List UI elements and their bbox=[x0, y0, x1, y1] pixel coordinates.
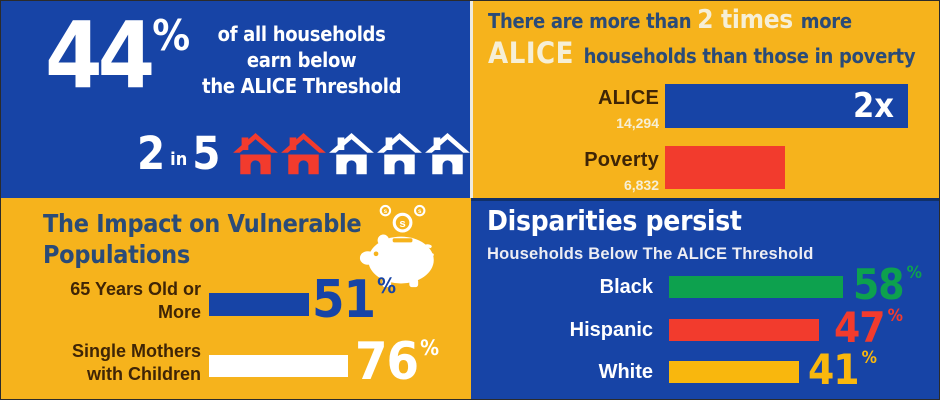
white-label: White bbox=[598, 361, 653, 383]
white-percent: 41 % bbox=[808, 349, 877, 391]
title-segment: more bbox=[800, 9, 852, 33]
piggy-bank-icon: s s s bbox=[359, 204, 434, 288]
ratio-pictograph: 2 in 5 bbox=[137, 127, 471, 181]
hispanic-percent: 47 % bbox=[834, 307, 903, 349]
ratio-numerator: 2 bbox=[137, 127, 166, 181]
hispanic-label: Hispanic bbox=[569, 319, 653, 341]
single-mothers-label-line1: Single Mothers bbox=[71, 341, 201, 361]
house-icon bbox=[377, 133, 423, 175]
black-percent: 58 % bbox=[853, 264, 922, 306]
headline-stat: 44 % of all households earn below the AL… bbox=[45, 2, 401, 109]
title-segment: There are more than bbox=[488, 9, 698, 33]
single-mothers-bar-label: Single Mothers with Children bbox=[1, 340, 201, 386]
vulnerable-populations-title: The Impact on Vulnerable Populations bbox=[43, 208, 362, 270]
title-segment-2times: 2 times bbox=[697, 5, 801, 35]
stat-caption-line2: earn below bbox=[246, 48, 357, 72]
title-segment-alice: ALICE bbox=[488, 36, 584, 70]
ratio-denominator: 5 bbox=[192, 127, 221, 181]
seniors-percent: 51 % bbox=[312, 274, 396, 326]
stat-caption: of all households earn below the ALICE T… bbox=[202, 21, 401, 101]
house-icon bbox=[425, 133, 471, 175]
poverty-value: 6,832 bbox=[623, 177, 659, 193]
stat-caption-line1: of all households bbox=[217, 22, 386, 46]
quadrant-vulnerable-populations: The Impact on Vulnerable Populations s s… bbox=[1, 198, 471, 399]
dollar-glyph: s bbox=[418, 208, 422, 215]
seniors-label-line1: 65 Years Old or bbox=[70, 279, 201, 299]
poverty-bar-label: Poverty 6,832 bbox=[473, 149, 659, 193]
seniors-bar-label: 65 Years Old or More bbox=[1, 278, 201, 324]
percent-sign: % bbox=[861, 348, 877, 368]
single-mothers-percent: 76 % bbox=[355, 336, 439, 388]
title-line2: Populations bbox=[43, 240, 190, 269]
disparities-title: Disparities persist bbox=[487, 204, 742, 237]
percent-sign: % bbox=[377, 274, 397, 298]
hispanic-percent-value: 47 bbox=[834, 303, 886, 352]
alice-value: 14,294 bbox=[616, 115, 659, 131]
alice-bar-annotation: 2x bbox=[852, 86, 894, 126]
quadrant-disparities: Disparities persist Households Below The… bbox=[471, 198, 939, 399]
quadrant-alice-vs-poverty: There are more than 2 times more ALICE h… bbox=[470, 1, 939, 198]
single-mothers-label-line2: with Children bbox=[87, 364, 201, 384]
poverty-label: Poverty bbox=[584, 149, 659, 171]
dollar-glyph: s bbox=[399, 218, 405, 230]
dollar-glyph: s bbox=[384, 208, 388, 215]
alice-bar-label: ALICE 14,294 bbox=[473, 87, 659, 131]
white-percent-value: 41 bbox=[808, 345, 860, 394]
house-icon bbox=[329, 133, 375, 175]
percent-sign: % bbox=[420, 336, 440, 360]
seniors-percent-value: 51 bbox=[312, 270, 376, 330]
house-icon bbox=[233, 133, 279, 175]
stat-value: 44 bbox=[45, 2, 155, 109]
title-line1: The Impact on Vulnerable bbox=[43, 209, 362, 238]
white-bar bbox=[669, 361, 799, 383]
percent-sign: % bbox=[906, 263, 922, 283]
stat-caption-line3: the ALICE Threshold bbox=[202, 74, 402, 98]
house-icon bbox=[281, 133, 327, 175]
seniors-label-line2: More bbox=[157, 302, 201, 322]
alice-label: ALICE bbox=[598, 87, 659, 109]
single-mothers-bar bbox=[209, 355, 348, 377]
quadrant-households-stat: 44 % of all households earn below the AL… bbox=[1, 1, 471, 198]
coin-icon bbox=[379, 204, 392, 217]
poverty-bar bbox=[665, 146, 785, 189]
coin-icon bbox=[392, 212, 413, 233]
alice-bar: 2x bbox=[665, 84, 908, 128]
house-icon-row bbox=[230, 133, 471, 176]
stat-unit: % bbox=[152, 11, 191, 60]
hispanic-bar bbox=[669, 319, 819, 341]
title-segment: households than those in poverty bbox=[583, 44, 916, 68]
black-label: Black bbox=[599, 276, 653, 298]
disparities-subtitle: Households Below The ALICE Threshold bbox=[487, 245, 814, 263]
seniors-bar bbox=[209, 293, 309, 316]
single-mothers-percent-value: 76 bbox=[355, 332, 419, 392]
coin-icon bbox=[414, 204, 426, 217]
black-percent-value: 58 bbox=[853, 260, 905, 309]
alice-vs-poverty-title: There are more than 2 times more ALICE h… bbox=[488, 5, 938, 73]
percent-sign: % bbox=[887, 306, 903, 326]
black-bar bbox=[669, 276, 843, 298]
ratio-word: in bbox=[170, 149, 188, 170]
